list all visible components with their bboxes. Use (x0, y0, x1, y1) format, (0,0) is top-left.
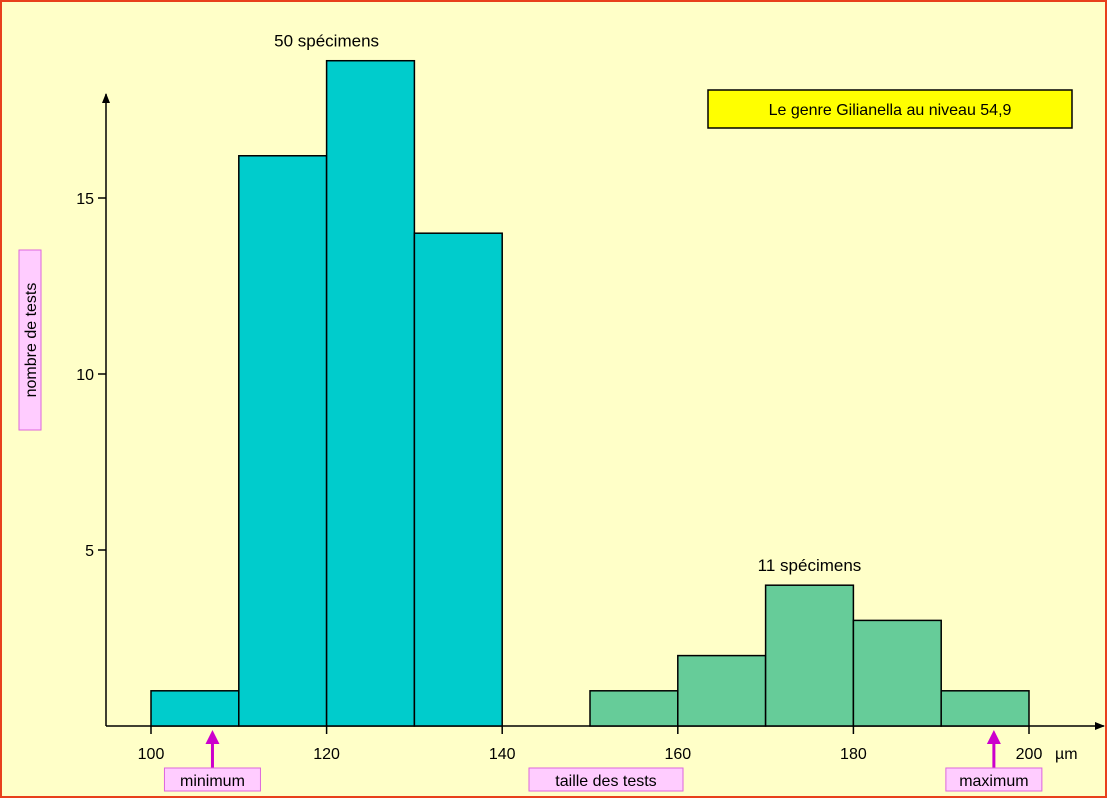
x-ticks: 100 120 140 160 180 200 µm (138, 726, 1078, 763)
histogram-bar (589, 690, 679, 727)
markers: minimum maximum (163, 730, 1043, 792)
arrow-up-icon (205, 730, 220, 744)
count-labels: 50 spécimens 11 spécimens (274, 32, 861, 575)
histogram-bar (150, 690, 240, 727)
histogram-bar (413, 232, 503, 727)
x-tick-label: 120 (313, 746, 340, 763)
histogram-bar (677, 654, 767, 727)
histogram-bar (238, 155, 328, 727)
minimum-marker: minimum (163, 730, 261, 792)
x-tick-label: 140 (489, 746, 516, 763)
x-tick-label: 180 (840, 746, 867, 763)
maximum-marker: maximum (945, 730, 1043, 792)
x-tick-label: 160 (664, 746, 691, 763)
y-ticks: 5 10 15 (76, 191, 106, 560)
y-axis-label: nombre de tests (23, 283, 40, 398)
marker-label-box (163, 767, 261, 792)
histogram-bar (852, 619, 942, 727)
marker-label: maximum (959, 773, 1028, 790)
y-tick-label: 5 (85, 543, 94, 560)
title-box: Le genre Gilianella au niveau 54,9 (707, 89, 1073, 129)
y-label-box: nombre de tests (18, 249, 42, 431)
specimen-count-label: 50 spécimens (274, 32, 379, 51)
bars (150, 59, 1030, 727)
x-tick-label: 100 (138, 746, 165, 763)
x-axis-label: taille des tests (555, 773, 656, 790)
marker-label: minimum (180, 773, 245, 790)
histogram-bar (325, 59, 416, 727)
arrow-up-icon (986, 730, 1001, 744)
chart-title: Le genre Gilianella au niveau 54,9 (769, 102, 1012, 119)
marker-label-box (945, 767, 1043, 792)
specimen-count-label: 11 spécimens (758, 556, 862, 575)
y-tick-label: 10 (76, 367, 94, 384)
x-label-box: taille des tests (528, 767, 684, 792)
y-tick-label: 15 (76, 191, 94, 208)
histogram-bar (764, 584, 855, 727)
x-unit-label: µm (1055, 746, 1078, 763)
x-tick-label: 200 (1016, 746, 1043, 763)
histogram-bar (940, 690, 1030, 727)
